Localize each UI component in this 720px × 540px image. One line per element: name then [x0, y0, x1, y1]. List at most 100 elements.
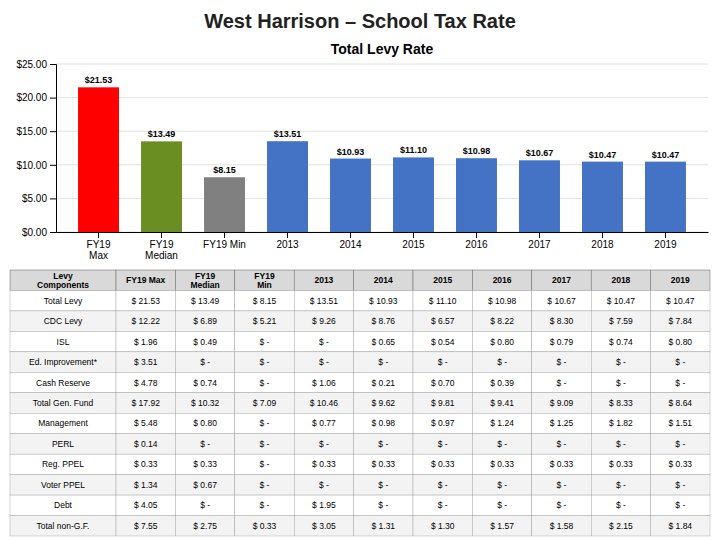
table-cell-text: $ - — [497, 439, 507, 449]
table-row: Total Levy$ 21.53$ 13.49$ 8.15$ 13.51$ 1… — [10, 290, 710, 310]
text-line: $ 10.67 — [547, 296, 576, 306]
table-cell-text: $ 1.24 — [490, 418, 514, 428]
table-cell-text: $ 1.84 — [668, 521, 692, 531]
tick: 2019 — [654, 232, 677, 250]
text-line: $ - — [260, 357, 270, 367]
table-cell — [10, 454, 116, 474]
tick: 2016 — [465, 232, 488, 250]
table-row: Reg. PPEL$ 0.33$ 0.33$ -$ 0.33$ 0.33$ 0.… — [10, 454, 710, 474]
table-cell — [175, 413, 234, 433]
text-line: $ 12.22 — [132, 316, 161, 326]
text-line: CDC Levy — [44, 316, 83, 326]
tick-mark — [476, 232, 477, 238]
table-cell-text: $ - — [616, 480, 626, 490]
bar — [519, 160, 560, 232]
data-label: $10.47 — [652, 150, 680, 160]
table-cell — [116, 290, 175, 310]
tick-mark — [50, 198, 56, 199]
table-cell — [294, 475, 353, 495]
table-cell-text: $ 0.33 — [134, 459, 158, 469]
table-header-cell — [354, 270, 413, 290]
table-cell — [651, 372, 710, 392]
table-cell-text: $ 13.51 — [310, 296, 339, 306]
text-line: $ 0.33 — [609, 459, 633, 469]
table-cell-text: $ - — [675, 357, 685, 367]
text-line: Management — [38, 418, 88, 428]
table-row: Management$ 5.48$ 0.80$ -$ 0.77$ 0.98$ 0… — [10, 413, 710, 433]
table-cell-text: $ 0.80 — [193, 418, 217, 428]
text-line: $ 0.14 — [134, 439, 158, 449]
table-cell-text: $ - — [557, 480, 567, 490]
table-cell — [472, 454, 531, 474]
table-cell — [532, 495, 591, 515]
text-line: Cash Reserve — [36, 378, 90, 388]
table-cell-text: $ 0.79 — [550, 337, 574, 347]
table-cell-text: $ 0.21 — [371, 378, 395, 388]
table-cell — [116, 393, 175, 413]
bar-chart: Total Levy Rate$0.00$5.00$10.00$15.00$20… — [16, 41, 708, 261]
table-cell — [10, 516, 116, 536]
table-cell-text: $ 1.58 — [550, 521, 574, 531]
tick: $0.00 — [22, 227, 56, 238]
table-cell-text: $ 13.49 — [191, 296, 220, 306]
table-cell-text: Debt — [54, 500, 73, 510]
table-cell — [294, 331, 353, 351]
text-line: $ 4.05 — [134, 500, 158, 510]
text-line: $ - — [200, 500, 210, 510]
table-cell-text: $ - — [616, 357, 626, 367]
table-cell — [413, 434, 472, 454]
tick-mark — [50, 64, 56, 65]
table-cell-text: $ - — [675, 500, 685, 510]
text-line: Ed. Improvement* — [29, 357, 98, 367]
table-cell-text: $ - — [497, 357, 507, 367]
table-cell — [116, 311, 175, 331]
table-cell — [651, 495, 710, 515]
text-line: Min — [257, 280, 272, 290]
table-cell-text: $ 3.05 — [312, 521, 336, 531]
table-cell-text: $ 0.74 — [193, 378, 217, 388]
text-line: $ - — [675, 357, 685, 367]
tick-label: 2018 — [591, 239, 614, 250]
table-cell-text: $ 0.49 — [193, 337, 217, 347]
table-cell — [413, 475, 472, 495]
text-line: 2013 — [276, 239, 299, 250]
table-header-text: LevyComponents — [37, 271, 89, 290]
table-cell — [354, 413, 413, 433]
text-line: $ - — [557, 480, 567, 490]
table-cell — [591, 331, 650, 351]
tick-label: 2014 — [339, 239, 362, 250]
text-line: $ - — [675, 439, 685, 449]
tick: 2013 — [276, 232, 299, 250]
table-cell-text: Total non-G.F. — [37, 521, 90, 531]
text-line: FY19 Min — [203, 239, 246, 250]
table-row: Total Gen. Fund$ 17.92$ 10.32$ 7.09$ 10.… — [10, 393, 710, 413]
table-cell — [10, 290, 116, 310]
text-line: 2013 — [314, 275, 333, 285]
text-line: $ - — [438, 480, 448, 490]
text-line: $ 11.10 — [429, 296, 457, 306]
text-line: $ 0.65 — [371, 337, 395, 347]
text-line: $ 0.77 — [312, 418, 336, 428]
text-line: Median — [145, 250, 178, 261]
text-line: $ 1.30 — [431, 521, 455, 531]
tick-label: FY19Max — [87, 239, 111, 261]
table-cell-text: $ - — [200, 500, 210, 510]
table-cell — [651, 352, 710, 372]
axis-line — [50, 65, 57, 233]
table-row: Cash Reserve$ 4.78$ 0.74$ -$ 1.06$ 0.21$… — [10, 372, 710, 392]
table-cell-text: $ 5.48 — [134, 418, 158, 428]
table-cell — [116, 413, 175, 433]
text-line: $ - — [675, 500, 685, 510]
text-line: $ 0.54 — [431, 337, 455, 347]
text-line: $ - — [260, 418, 270, 428]
text-line: $ - — [378, 500, 388, 510]
table-cell — [10, 495, 116, 515]
table-cell — [591, 475, 650, 495]
bar — [456, 158, 497, 232]
table-cell-text: $ - — [319, 439, 329, 449]
table-cell — [472, 352, 531, 372]
table-cell — [235, 475, 294, 495]
tick: 2014 — [339, 232, 362, 250]
table-cell-text: $ 10.47 — [607, 296, 636, 306]
table-header-cell — [235, 270, 294, 290]
